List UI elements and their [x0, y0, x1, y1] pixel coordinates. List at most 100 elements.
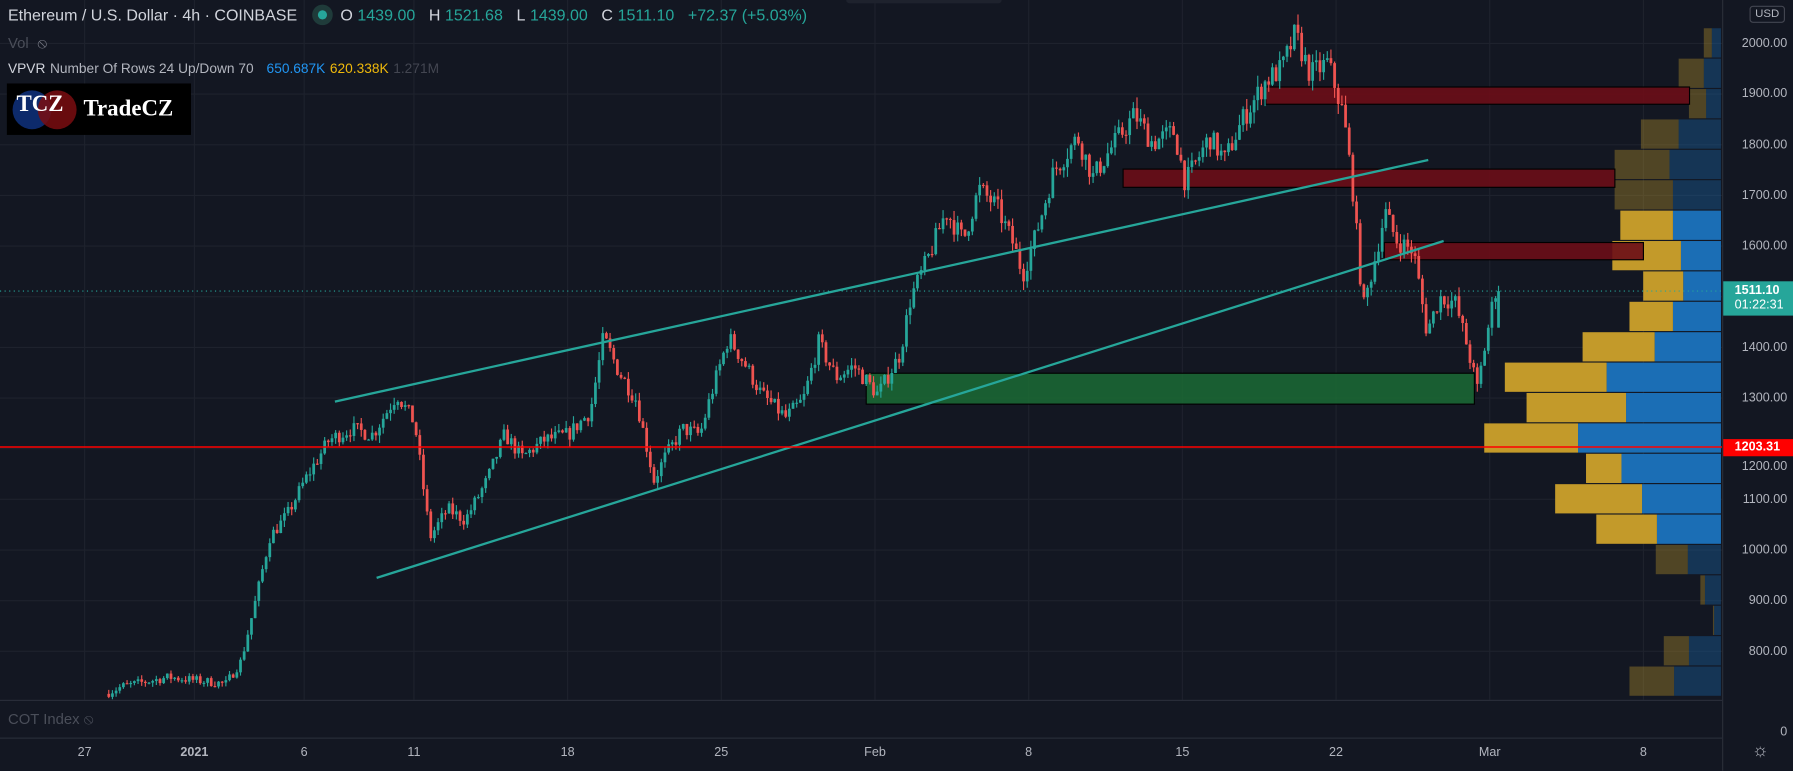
vp-up-bar: [1706, 89, 1721, 119]
candle-down: [744, 361, 747, 367]
price-tick-label: 1000.00: [1741, 543, 1788, 557]
settings-gear-icon[interactable]: ☼: [1751, 740, 1769, 761]
candle-up: [286, 506, 290, 514]
candle-up: [1157, 138, 1161, 150]
candle-up: [498, 439, 502, 457]
candle-up: [535, 443, 539, 453]
candle-up: [1066, 158, 1069, 168]
vpvr-legend[interactable]: VPVR Number Of Rows 24 Up/Down 70 650.687…: [8, 61, 444, 77]
time-axis[interactable]: 27 2021 6 11 18 25 Feb 8 15 22 Mar 8: [0, 737, 1723, 771]
candle-up: [912, 288, 916, 308]
vp-up-bar: [1711, 28, 1721, 58]
candle-down: [1000, 199, 1003, 224]
candle-up: [206, 678, 209, 683]
price-pane[interactable]: [0, 0, 1723, 700]
candle-down: [337, 432, 341, 443]
vp-down-bar: [1582, 332, 1655, 362]
candle-up: [447, 503, 451, 514]
candle-up: [370, 432, 374, 440]
symbol-title[interactable]: Ethereum / U.S. Dollar · 4h · COINBASE: [8, 5, 298, 25]
candle-up: [1051, 167, 1055, 198]
candle-down: [184, 680, 187, 682]
candle-up: [553, 431, 557, 439]
candle-up: [1164, 127, 1168, 132]
price-tick-label: 1300.00: [1741, 391, 1788, 405]
currency-button[interactable]: USD: [1749, 5, 1785, 23]
candle-up: [1044, 203, 1047, 216]
candle-down: [444, 513, 447, 515]
candle-down: [315, 463, 319, 465]
candle-up: [487, 468, 491, 479]
candle-down: [824, 342, 828, 363]
candle-up: [934, 228, 938, 255]
hidden-eye-icon[interactable]: ⦸: [37, 34, 48, 52]
candle-down: [949, 218, 952, 221]
candle-up: [1256, 86, 1260, 101]
candle-up: [1219, 150, 1223, 156]
candle-up: [389, 409, 392, 414]
time-tick-label: 15: [1175, 745, 1190, 760]
candle-up: [202, 682, 206, 684]
candle-down: [506, 429, 509, 445]
cot-index-pane[interactable]: COT Index ⦸: [0, 699, 1723, 739]
candle-up: [246, 634, 250, 652]
candle-up: [257, 581, 261, 601]
candle-down: [1300, 32, 1304, 62]
candle-up: [294, 500, 297, 510]
candle-up: [758, 387, 762, 391]
candle-up: [905, 315, 908, 347]
candle-down: [1260, 86, 1263, 100]
candle-up: [557, 430, 561, 432]
candle-down: [213, 686, 217, 688]
candle-up: [670, 442, 674, 445]
candle-down: [542, 436, 546, 442]
candle-up: [1303, 54, 1307, 62]
candle-up: [707, 399, 711, 418]
candle-down: [952, 220, 956, 235]
candle-down: [1464, 323, 1468, 345]
candle-down: [1223, 150, 1227, 153]
candle-up: [469, 510, 473, 515]
candle-down: [1007, 221, 1011, 226]
candle-up: [242, 651, 246, 660]
candle-up: [319, 453, 323, 464]
candle-up: [1278, 60, 1282, 82]
candle-down: [125, 683, 129, 685]
candle-down: [930, 254, 934, 256]
volume-legend[interactable]: Vol ⦸: [8, 34, 48, 52]
candle-down: [751, 365, 755, 385]
candle-up: [711, 393, 714, 400]
candle-up: [1073, 136, 1077, 146]
candle-down: [1055, 167, 1058, 169]
candle-up: [1486, 327, 1490, 351]
candle-up: [341, 437, 345, 443]
candle-down: [857, 368, 861, 370]
candle-down: [458, 511, 462, 521]
candle-down: [1245, 109, 1249, 124]
candle-down: [820, 334, 824, 343]
vp-down-bar: [1614, 180, 1673, 210]
price-axis[interactable]: USD 2000.00 1900.00 1800.00 1700.00 1600.00 1…: [1722, 0, 1793, 771]
candle-up: [883, 374, 886, 384]
candle-down: [1475, 367, 1479, 384]
time-tick-label: 2021: [180, 745, 209, 760]
candle-down: [861, 369, 864, 385]
candle-up: [747, 365, 751, 367]
candle-down: [550, 434, 553, 439]
candle-up: [1322, 59, 1325, 73]
tradecz-logo: TCZ TradeCZ: [6, 83, 191, 135]
hidden-eye-icon[interactable]: ⦸: [83, 710, 94, 728]
candle-up: [1263, 81, 1267, 100]
candle-down: [1175, 134, 1179, 155]
top-toolbar-handle[interactable]: [846, 0, 1002, 4]
candle-up: [846, 369, 850, 375]
vp-down-bar: [1629, 301, 1673, 332]
candle-down: [326, 440, 330, 443]
candle-up: [1102, 166, 1106, 173]
candle-down: [612, 348, 616, 360]
vp-down-bar: [1703, 28, 1712, 58]
trend-line: [334, 158, 1429, 403]
candle-up: [1106, 153, 1110, 167]
candle-up: [806, 380, 810, 394]
